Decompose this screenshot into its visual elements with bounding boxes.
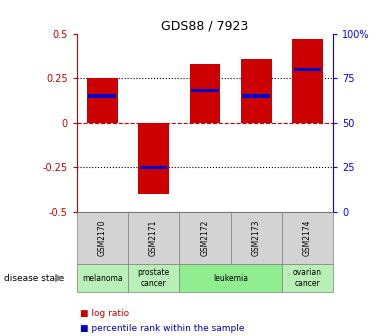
Text: GSM2171: GSM2171 (149, 219, 158, 256)
FancyBboxPatch shape (282, 264, 333, 292)
Text: GSM2170: GSM2170 (98, 219, 107, 256)
FancyBboxPatch shape (179, 212, 231, 264)
Text: ▶: ▶ (55, 273, 64, 283)
Text: disease state: disease state (4, 274, 64, 283)
Bar (138, 123, 169, 194)
FancyBboxPatch shape (179, 264, 282, 292)
Bar (190, 64, 220, 123)
Bar (241, 58, 272, 123)
Bar (242, 94, 270, 97)
Bar (292, 39, 323, 123)
Bar (140, 166, 167, 169)
Text: prostate
cancer: prostate cancer (137, 268, 170, 288)
FancyBboxPatch shape (282, 212, 333, 264)
Text: GSM2173: GSM2173 (252, 219, 261, 256)
Bar (88, 94, 116, 97)
Text: ■ log ratio: ■ log ratio (80, 308, 129, 318)
FancyBboxPatch shape (128, 264, 179, 292)
Text: ovarian
cancer: ovarian cancer (293, 268, 322, 288)
Text: GSM2172: GSM2172 (200, 219, 210, 256)
FancyBboxPatch shape (77, 264, 128, 292)
Bar (294, 68, 321, 71)
Bar (191, 89, 219, 92)
FancyBboxPatch shape (231, 212, 282, 264)
Text: melanoma: melanoma (82, 274, 123, 283)
Title: GDS88 / 7923: GDS88 / 7923 (161, 19, 249, 33)
Text: GSM2174: GSM2174 (303, 219, 312, 256)
FancyBboxPatch shape (128, 212, 179, 264)
Text: leukemia: leukemia (213, 274, 248, 283)
FancyBboxPatch shape (77, 212, 128, 264)
Bar (87, 78, 118, 123)
Text: ■ percentile rank within the sample: ■ percentile rank within the sample (80, 324, 245, 333)
